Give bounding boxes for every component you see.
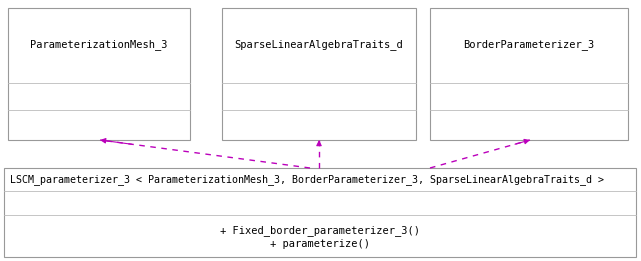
Bar bbox=[8, 8, 190, 140]
Bar bbox=[430, 8, 628, 140]
Bar bbox=[4, 168, 636, 257]
Text: LSCM_parameterizer_3 < ParameterizationMesh_3, BorderParameterizer_3, SparseLine: LSCM_parameterizer_3 < ParameterizationM… bbox=[10, 174, 604, 185]
Text: SparseLinearAlgebraTraits_d: SparseLinearAlgebraTraits_d bbox=[235, 39, 403, 50]
Bar bbox=[222, 8, 416, 140]
Text: BorderParameterizer_3: BorderParameterizer_3 bbox=[463, 39, 595, 50]
Text: ParameterizationMesh_3: ParameterizationMesh_3 bbox=[30, 39, 168, 50]
Text: + parameterize(): + parameterize() bbox=[270, 239, 370, 249]
Text: + Fixed_border_parameterizer_3(): + Fixed_border_parameterizer_3() bbox=[220, 225, 420, 236]
